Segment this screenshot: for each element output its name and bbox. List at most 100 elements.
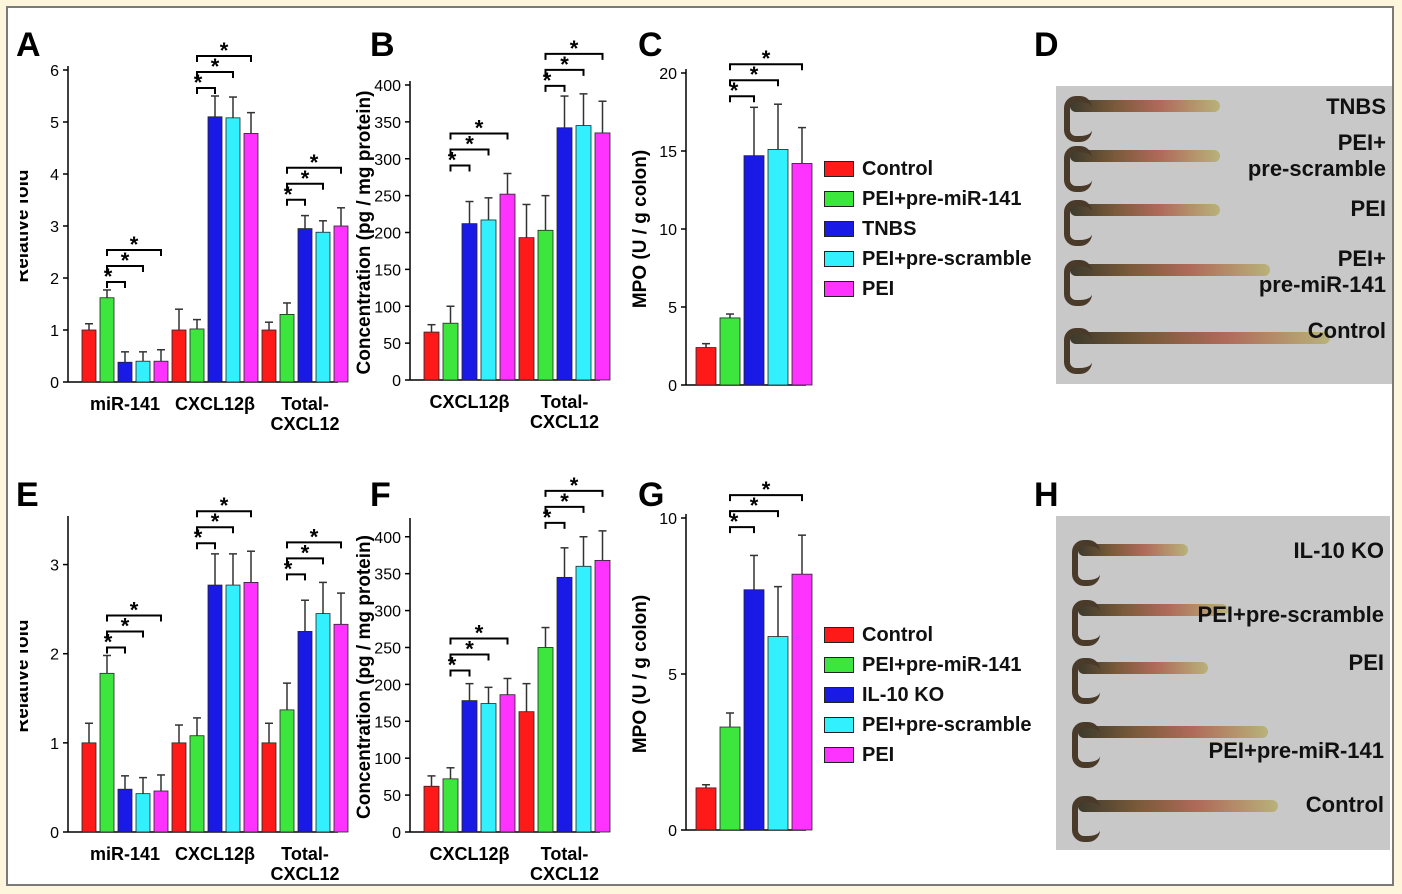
colon-photo-h: IL-10 KO PEI+pre-scramble PEI PEI+pre-miR-1…	[1056, 516, 1390, 850]
y-tick-label: 5	[668, 300, 677, 317]
legend-label: Control	[862, 157, 934, 180]
bar	[315, 231, 331, 383]
bar	[423, 331, 440, 381]
colon-specimen	[1078, 662, 1208, 674]
bar	[594, 559, 611, 833]
photo-label: TNBS	[1326, 94, 1386, 119]
significance-bracket	[286, 573, 306, 581]
colon-specimen	[1070, 332, 1330, 344]
bar	[480, 219, 497, 381]
bar	[480, 703, 497, 833]
bar	[315, 613, 331, 833]
bar	[518, 711, 535, 833]
y-tick-label: 50	[383, 788, 401, 805]
y-tick-label: 0	[668, 823, 677, 840]
legend-swatch	[824, 717, 854, 733]
y-axis-label: Relative fold	[20, 170, 33, 283]
photo-label: Control	[1307, 318, 1386, 343]
significance-star: *	[194, 525, 203, 550]
y-tick-label: 350	[374, 115, 401, 132]
colon-specimen	[1078, 726, 1268, 738]
y-tick-label: 20	[659, 66, 677, 83]
legend-item: PEI	[824, 740, 1032, 770]
significance-star: *	[750, 493, 759, 518]
significance-star: *	[211, 54, 220, 79]
significance-bracket	[544, 68, 585, 76]
significance-bracket	[196, 55, 252, 62]
bar	[423, 785, 440, 833]
bar	[117, 361, 133, 383]
legend-bottom: Control PEI+pre-miR-141 IL-10 KO PEI+pre-sc…	[824, 620, 1032, 770]
significance-bracket	[729, 526, 755, 534]
y-tick-label: 400	[374, 530, 401, 547]
significance-star: *	[130, 597, 139, 622]
significance-bracket	[544, 521, 566, 529]
legend-swatch	[824, 747, 854, 763]
significance-bracket	[544, 505, 585, 513]
significance-bracket	[106, 280, 126, 288]
legend-swatch	[824, 657, 854, 673]
significance-bracket	[449, 669, 471, 677]
y-tick-label: 6	[50, 63, 59, 80]
significance-bracket	[286, 198, 306, 206]
colon-cecum	[1072, 600, 1100, 646]
significance-bracket	[196, 542, 216, 550]
bar	[189, 735, 205, 833]
bar	[171, 329, 187, 383]
significance-star: *	[310, 150, 319, 175]
significance-star: *	[750, 62, 759, 87]
panel-label-a: A	[16, 26, 41, 64]
colon-specimen	[1070, 204, 1220, 216]
significance-bracket	[106, 630, 144, 638]
legend-item: PEI+pre-miR-141	[824, 650, 1032, 680]
bar	[499, 694, 516, 833]
significance-bracket	[286, 557, 324, 565]
y-tick-label: 1	[50, 736, 59, 753]
photo-label: PEI+pre-scramble	[1197, 602, 1384, 627]
panel-label-c: C	[638, 26, 663, 64]
bar	[261, 742, 277, 833]
bar	[594, 132, 611, 381]
legend-label: PEI+pre-miR-141	[862, 653, 1022, 676]
category-label: CXCL12	[270, 864, 339, 884]
legend-label: PEI	[862, 743, 895, 766]
significance-bracket	[544, 489, 604, 497]
legend-item: TNBS	[824, 214, 1032, 244]
legend-top: Control PEI+pre-miR-141 TNBS PEI+pre-scramb…	[824, 154, 1032, 304]
y-axis-label: Relative fold	[20, 620, 33, 733]
colon-cecum	[1072, 658, 1100, 704]
legend-label: TNBS	[862, 217, 917, 240]
significance-star: *	[220, 38, 229, 63]
legend-label: PEI	[862, 277, 895, 300]
y-tick-label: 100	[374, 751, 401, 768]
significance-star: *	[301, 166, 310, 191]
y-tick-label: 0	[50, 375, 59, 392]
significance-bracket	[729, 510, 779, 518]
colon-cecum	[1064, 328, 1092, 374]
bar	[556, 576, 573, 833]
significance-star: *	[448, 652, 457, 677]
significance-star: *	[284, 182, 293, 207]
category-label: miR-141	[90, 394, 160, 414]
y-tick-label: 200	[374, 677, 401, 694]
bar	[791, 163, 813, 386]
bar	[791, 573, 813, 831]
y-tick-label: 0	[668, 378, 677, 395]
y-tick-label: 0	[392, 825, 401, 842]
legend-swatch	[824, 627, 854, 643]
bar	[518, 237, 535, 381]
colon-cecum	[1072, 540, 1100, 586]
significance-bracket	[449, 637, 509, 645]
significance-bracket	[449, 132, 509, 140]
significance-bracket	[729, 95, 755, 103]
bar	[99, 297, 115, 383]
y-tick-label: 250	[374, 189, 401, 206]
significance-star: *	[130, 232, 139, 257]
bar	[537, 229, 554, 381]
significance-bracket	[544, 84, 566, 92]
significance-star: *	[465, 636, 474, 661]
bar	[81, 329, 97, 383]
significance-bracket	[449, 164, 471, 172]
